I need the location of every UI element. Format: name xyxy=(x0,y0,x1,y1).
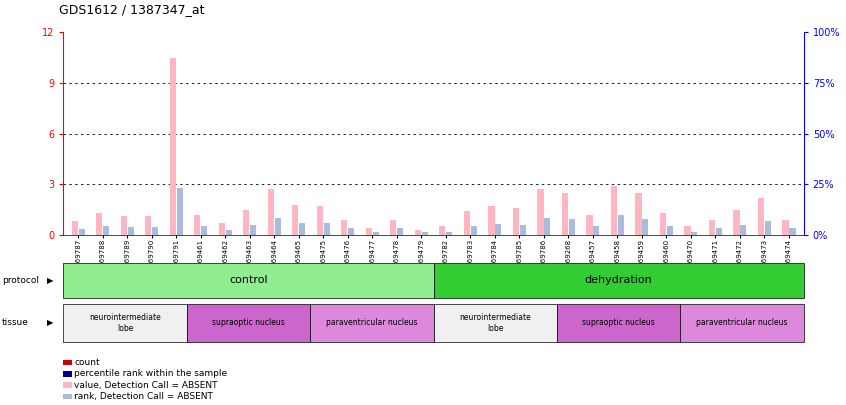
Text: protocol: protocol xyxy=(2,276,39,285)
Bar xyxy=(464,211,470,235)
Bar xyxy=(446,232,453,235)
Bar xyxy=(618,215,624,235)
Bar xyxy=(103,226,109,235)
Bar xyxy=(299,223,305,235)
Bar xyxy=(324,223,330,235)
Bar xyxy=(513,208,519,235)
Bar xyxy=(758,198,764,235)
Bar xyxy=(219,223,225,235)
Bar xyxy=(170,58,176,235)
Text: ▶: ▶ xyxy=(47,276,54,285)
Bar xyxy=(146,216,151,235)
Bar xyxy=(267,190,274,235)
Bar xyxy=(783,220,788,235)
Bar xyxy=(642,219,648,235)
Bar xyxy=(372,232,379,235)
Text: percentile rank within the sample: percentile rank within the sample xyxy=(74,369,228,378)
Bar xyxy=(292,205,299,235)
Bar xyxy=(635,193,641,235)
Bar xyxy=(519,225,526,235)
Bar xyxy=(365,228,372,235)
Text: paraventricular nucleus: paraventricular nucleus xyxy=(696,318,788,328)
Bar xyxy=(733,210,739,235)
Text: tissue: tissue xyxy=(2,318,29,328)
Text: neurointermediate
lobe: neurointermediate lobe xyxy=(459,313,531,333)
Bar xyxy=(421,232,428,235)
Text: neurointermediate
lobe: neurointermediate lobe xyxy=(90,313,161,333)
Bar xyxy=(250,225,256,235)
Text: ▶: ▶ xyxy=(47,318,54,328)
Bar xyxy=(96,213,102,235)
Bar xyxy=(765,221,771,235)
Bar xyxy=(586,215,592,235)
Bar xyxy=(716,228,722,235)
Bar xyxy=(740,225,746,235)
Bar xyxy=(488,206,495,235)
Bar xyxy=(128,227,134,235)
Bar xyxy=(415,230,421,235)
Bar xyxy=(709,220,715,235)
Text: value, Detection Call = ABSENT: value, Detection Call = ABSENT xyxy=(74,381,218,390)
Bar xyxy=(397,228,404,235)
Bar xyxy=(593,226,600,235)
Bar xyxy=(611,186,617,235)
Text: GDS1612 / 1387347_at: GDS1612 / 1387347_at xyxy=(59,3,205,16)
Bar xyxy=(226,230,232,235)
Bar xyxy=(691,232,697,235)
Text: dehydration: dehydration xyxy=(585,275,652,286)
Text: supraoptic nucleus: supraoptic nucleus xyxy=(212,318,285,328)
Bar xyxy=(684,226,690,235)
Bar xyxy=(348,228,354,235)
Bar xyxy=(177,188,183,235)
Bar xyxy=(667,226,673,235)
Bar xyxy=(439,226,446,235)
Bar xyxy=(470,226,477,235)
Bar xyxy=(495,224,502,235)
Bar xyxy=(390,220,397,235)
Bar xyxy=(201,226,207,235)
Text: control: control xyxy=(229,275,268,286)
Bar xyxy=(660,213,666,235)
Bar xyxy=(121,216,127,235)
Bar xyxy=(537,190,543,235)
Bar xyxy=(341,220,348,235)
Bar xyxy=(789,228,795,235)
Text: supraoptic nucleus: supraoptic nucleus xyxy=(582,318,655,328)
Bar xyxy=(72,222,78,235)
Bar xyxy=(569,219,575,235)
Bar xyxy=(562,193,568,235)
Text: rank, Detection Call = ABSENT: rank, Detection Call = ABSENT xyxy=(74,392,213,401)
Bar xyxy=(316,206,323,235)
Bar xyxy=(152,227,158,235)
Bar xyxy=(79,229,85,235)
Text: count: count xyxy=(74,358,100,367)
Bar xyxy=(275,218,281,235)
Bar xyxy=(544,218,551,235)
Bar xyxy=(195,215,201,235)
Text: paraventricular nucleus: paraventricular nucleus xyxy=(327,318,418,328)
Bar xyxy=(243,210,250,235)
